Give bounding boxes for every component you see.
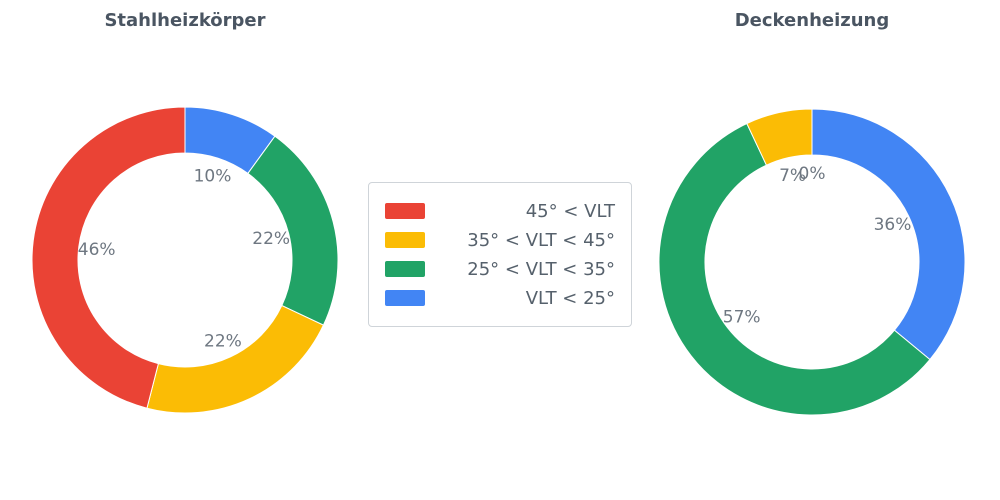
- legend-item: 45° < VLT: [385, 198, 615, 224]
- donut-chart-deckenheizung: 36% 57% 7%0%: [658, 108, 966, 416]
- percent-label: 22%: [252, 229, 290, 249]
- percent-label: 36%: [874, 215, 912, 235]
- legend-swatch-green: [385, 261, 425, 277]
- donut-slice: [746, 108, 813, 166]
- legend-swatch-yellow: [385, 232, 425, 248]
- percent-label: 22%: [204, 331, 242, 351]
- percent-label: 7%: [779, 166, 806, 186]
- legend-label: VLT < 25°: [525, 287, 615, 309]
- legend-item: 25° < VLT < 35°: [385, 256, 615, 282]
- legend-label: 25° < VLT < 35°: [467, 258, 615, 280]
- donut-slice: [146, 304, 325, 414]
- donut-slice: [31, 106, 186, 409]
- percent-label: 57%: [723, 307, 761, 327]
- legend-swatch-blue: [385, 290, 425, 306]
- legend-label: 35° < VLT < 45°: [467, 229, 615, 251]
- legend: 45° < VLT 35° < VLT < 45° 25° < VLT < 35…: [368, 182, 632, 327]
- legend-item: 35° < VLT < 45°: [385, 227, 615, 253]
- legend-label: 45° < VLT: [525, 200, 615, 222]
- chart-title-stahlheizkoerper: Stahlheizkörper: [104, 10, 266, 31]
- donut-slice: [811, 108, 966, 361]
- percent-label: 46%: [78, 240, 116, 260]
- donut-slice: [658, 122, 931, 416]
- legend-item: VLT < 25°: [385, 285, 615, 311]
- percent-label: 10%: [194, 166, 232, 186]
- donut-chart-stahlheizkoerper: 10% 22% 22% 46%: [31, 106, 339, 414]
- percent-label: 0%: [799, 164, 826, 184]
- legend-swatch-red: [385, 203, 425, 219]
- chart-title-deckenheizung: Deckenheizung: [734, 10, 890, 31]
